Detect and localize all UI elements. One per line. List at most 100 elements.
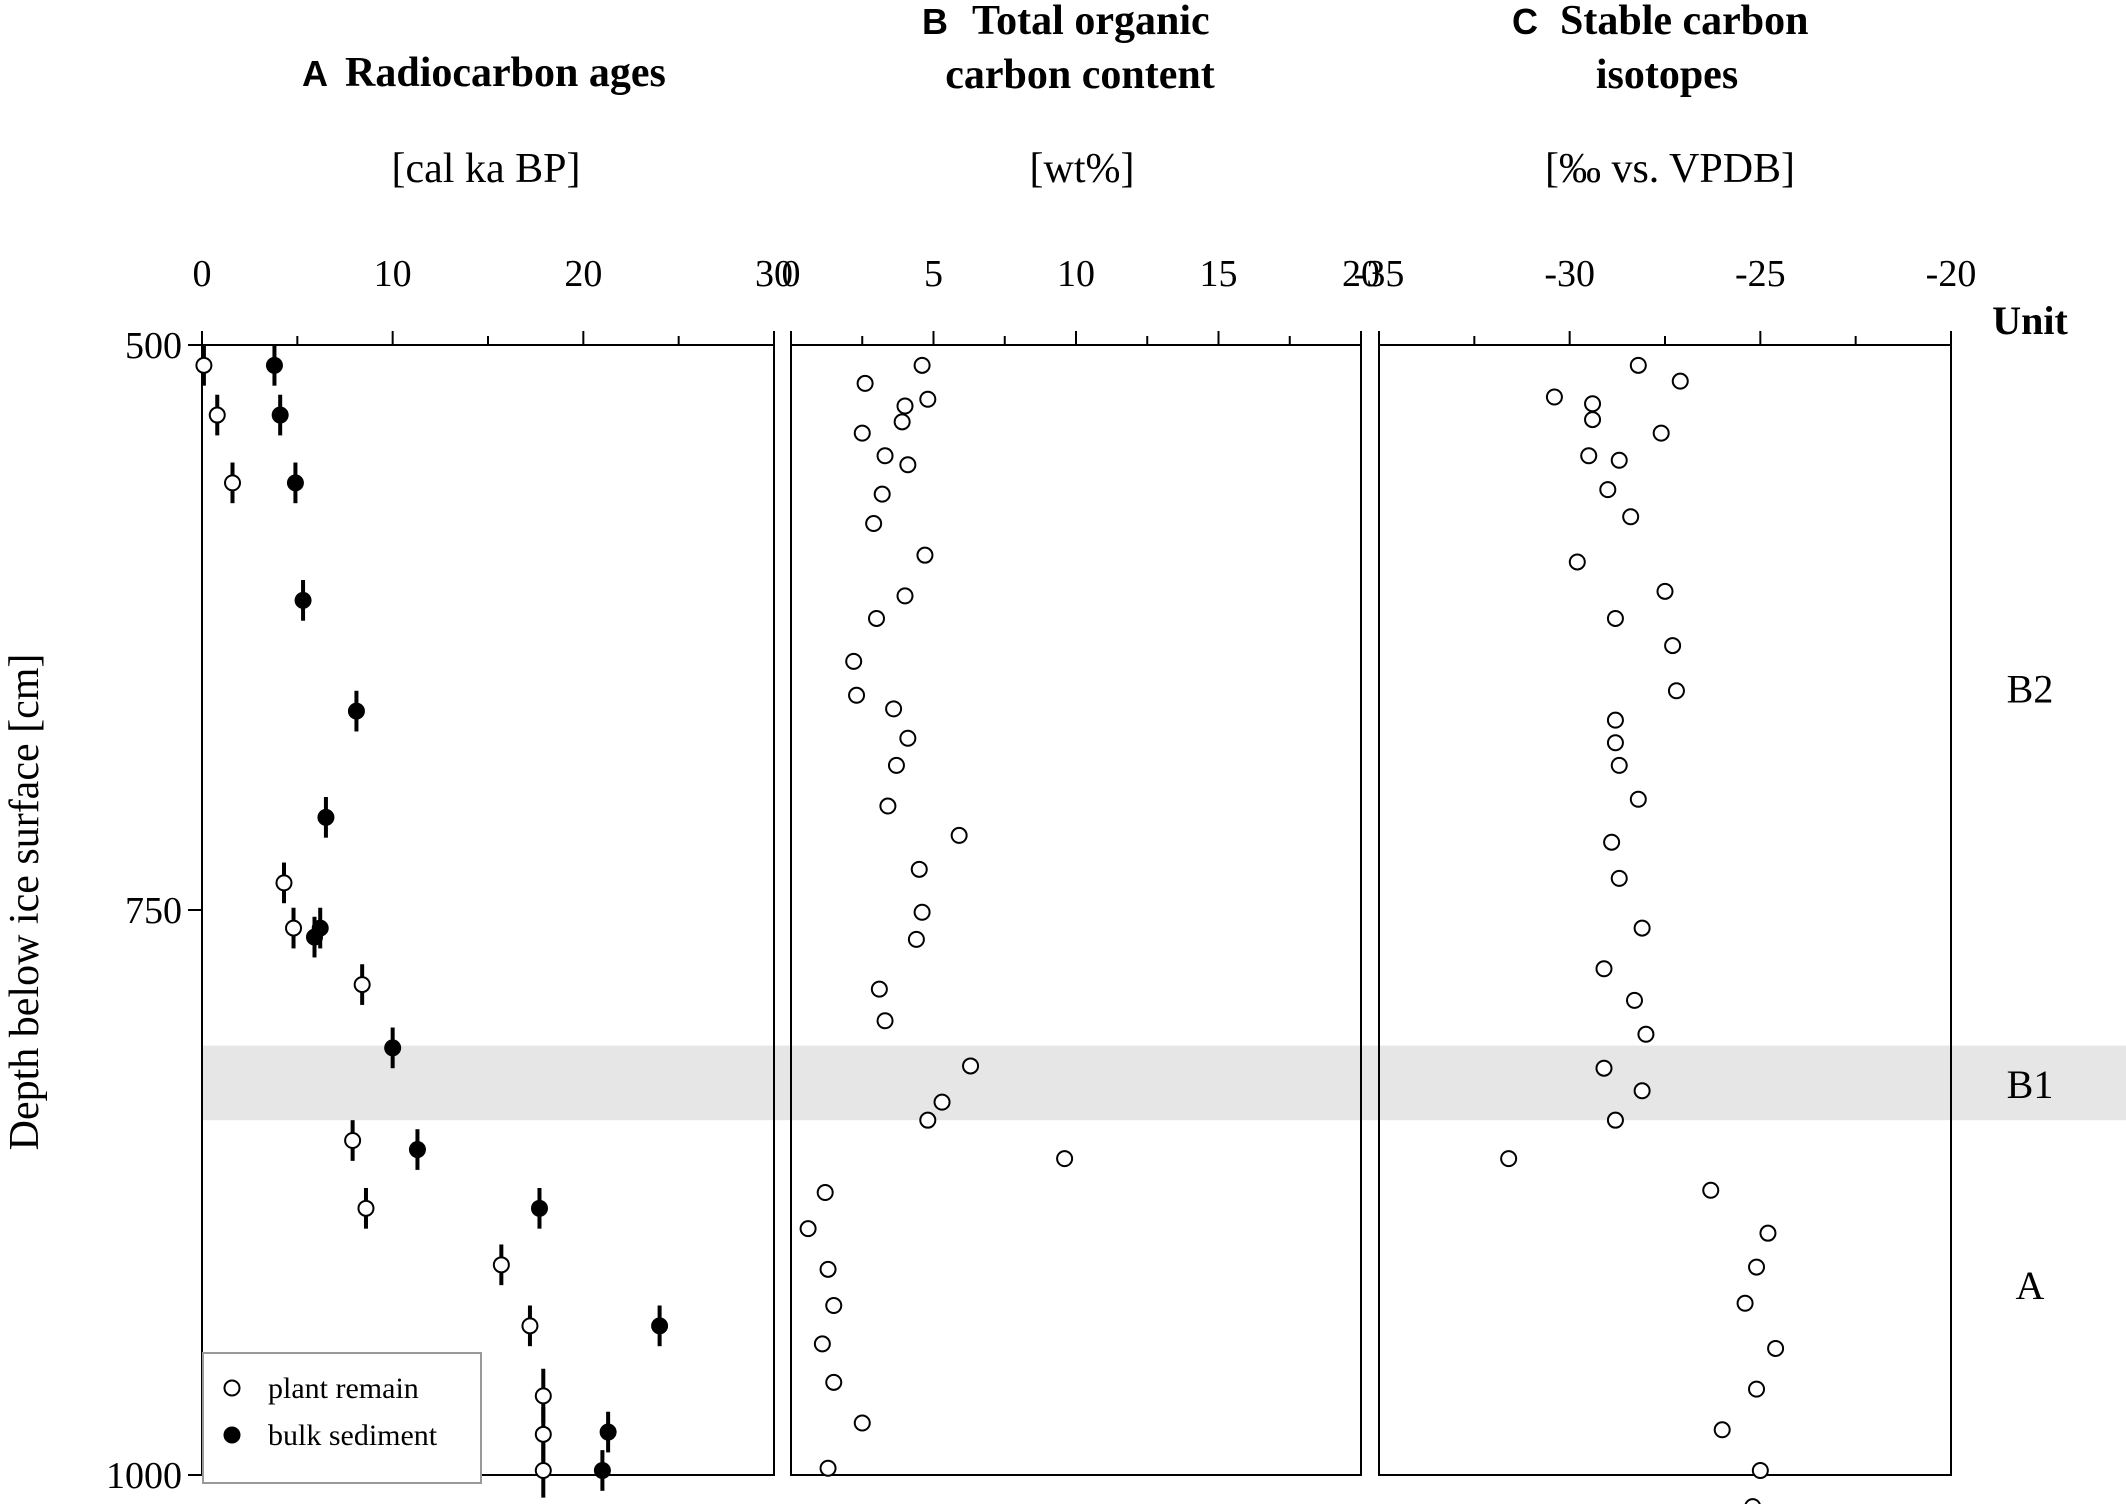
data-point — [1759, 1224, 1777, 1242]
data-point — [1633, 1082, 1651, 1100]
data-point — [1606, 734, 1624, 752]
data-point — [224, 474, 242, 492]
y-tick-label: 1000 — [106, 1455, 182, 1497]
data-point — [873, 485, 891, 503]
data-point — [893, 413, 911, 431]
panel-c-unit-label: [‰ vs. VPDB] — [1545, 146, 1795, 192]
data-point — [919, 1111, 937, 1129]
data-point — [1744, 1498, 1761, 1504]
panel-a-letter: A — [302, 53, 328, 94]
unit-b1-band — [202, 1045, 2126, 1121]
data-point — [344, 1132, 362, 1150]
data-point — [1584, 395, 1602, 413]
data-point — [896, 587, 914, 605]
data-point — [1606, 1111, 1624, 1129]
panel-a-unit-label: [cal ka BP] — [392, 146, 581, 192]
data-point — [913, 356, 931, 374]
data-point — [879, 797, 897, 815]
unit-label-b1: B1 — [2007, 1062, 2054, 1107]
data-point — [1702, 1181, 1720, 1199]
x-tick-label: 0 — [782, 253, 801, 295]
data-point — [853, 1414, 871, 1432]
data-point — [876, 447, 894, 465]
panel-b-title-line1: Total organic — [972, 0, 1210, 44]
y-tick-label: 500 — [125, 325, 182, 367]
x-tick-label: 15 — [1200, 253, 1238, 295]
data-point — [1713, 1421, 1731, 1439]
data-point — [870, 980, 888, 998]
data-point — [845, 652, 863, 670]
data-point — [195, 356, 213, 374]
series-d13c — [1500, 356, 1785, 1504]
data-point-bulk-sediment — [384, 1039, 402, 1057]
data-point — [208, 406, 226, 424]
data-point-bulk-sediment — [265, 356, 283, 374]
x-tick-label: -25 — [1735, 253, 1786, 295]
data-point — [885, 700, 903, 718]
x-tick-label: 30 — [755, 253, 793, 295]
panel-b: 0 5 10 15 20 — [782, 253, 1380, 1477]
legend-filled-circle-marker — [223, 1426, 241, 1444]
data-point — [1610, 756, 1628, 774]
data-point — [899, 456, 917, 474]
data-point — [1629, 356, 1647, 374]
x-tick-label: 0 — [193, 253, 212, 295]
data-point — [1610, 451, 1628, 469]
data-point-bulk-sediment — [305, 928, 323, 946]
data-point — [1056, 1150, 1074, 1168]
data-point-bulk-sediment — [294, 591, 312, 609]
data-point — [1610, 869, 1628, 887]
unit-column-header: Unit — [1992, 298, 2068, 343]
data-point — [910, 860, 928, 878]
data-point — [825, 1373, 843, 1391]
x-tick-label: 5 — [924, 253, 943, 295]
unit-label-b2: B2 — [2007, 667, 2054, 712]
series-plant-remain — [195, 345, 552, 1498]
data-point — [1599, 481, 1617, 499]
data-point — [1667, 682, 1685, 700]
data-point — [876, 1012, 894, 1030]
data-point — [1664, 637, 1682, 655]
data-point-bulk-sediment — [286, 474, 304, 492]
data-point — [1736, 1294, 1754, 1312]
data-point — [933, 1093, 951, 1111]
data-point — [916, 546, 934, 564]
panel-a-title: Radiocarbon ages — [345, 50, 666, 96]
panel-b-title-line2: carbon content — [945, 52, 1214, 98]
data-point — [856, 374, 874, 392]
panel-a-frame — [201, 344, 775, 1476]
series-bulk-sediment — [265, 345, 669, 1491]
data-point — [1748, 1258, 1766, 1276]
data-point — [896, 397, 914, 415]
legend-plant-remain: plant remain — [268, 1372, 419, 1405]
data-point — [285, 919, 303, 937]
data-point — [919, 390, 937, 408]
legend-bulk-sediment: bulk sediment — [268, 1419, 438, 1452]
data-point — [1637, 1025, 1655, 1043]
data-point — [913, 903, 931, 921]
data-point — [1652, 424, 1670, 442]
data-point — [1633, 919, 1651, 937]
data-point-bulk-sediment — [271, 406, 289, 424]
data-point — [1748, 1380, 1766, 1398]
panel-b-unit-label: [wt%] — [1030, 146, 1135, 192]
x-tick-label: -30 — [1544, 253, 1595, 295]
data-point — [816, 1184, 834, 1201]
data-point — [962, 1057, 980, 1075]
data-point — [1545, 388, 1563, 406]
panel-a: 0 10 20 30 500 750 1000 — [106, 253, 793, 1498]
data-point-bulk-sediment — [347, 702, 365, 720]
data-point — [534, 1461, 552, 1479]
data-point — [887, 756, 905, 774]
data-point — [492, 1256, 510, 1274]
data-point-bulk-sediment — [317, 808, 335, 826]
data-point — [1580, 447, 1598, 465]
panel-c-title-line2: isotopes — [1596, 52, 1738, 98]
data-point — [1606, 711, 1624, 729]
data-point — [1500, 1150, 1518, 1168]
data-point — [1568, 553, 1586, 571]
data-point — [357, 1199, 375, 1217]
data-point-bulk-sediment — [651, 1317, 669, 1335]
data-point — [275, 874, 293, 892]
